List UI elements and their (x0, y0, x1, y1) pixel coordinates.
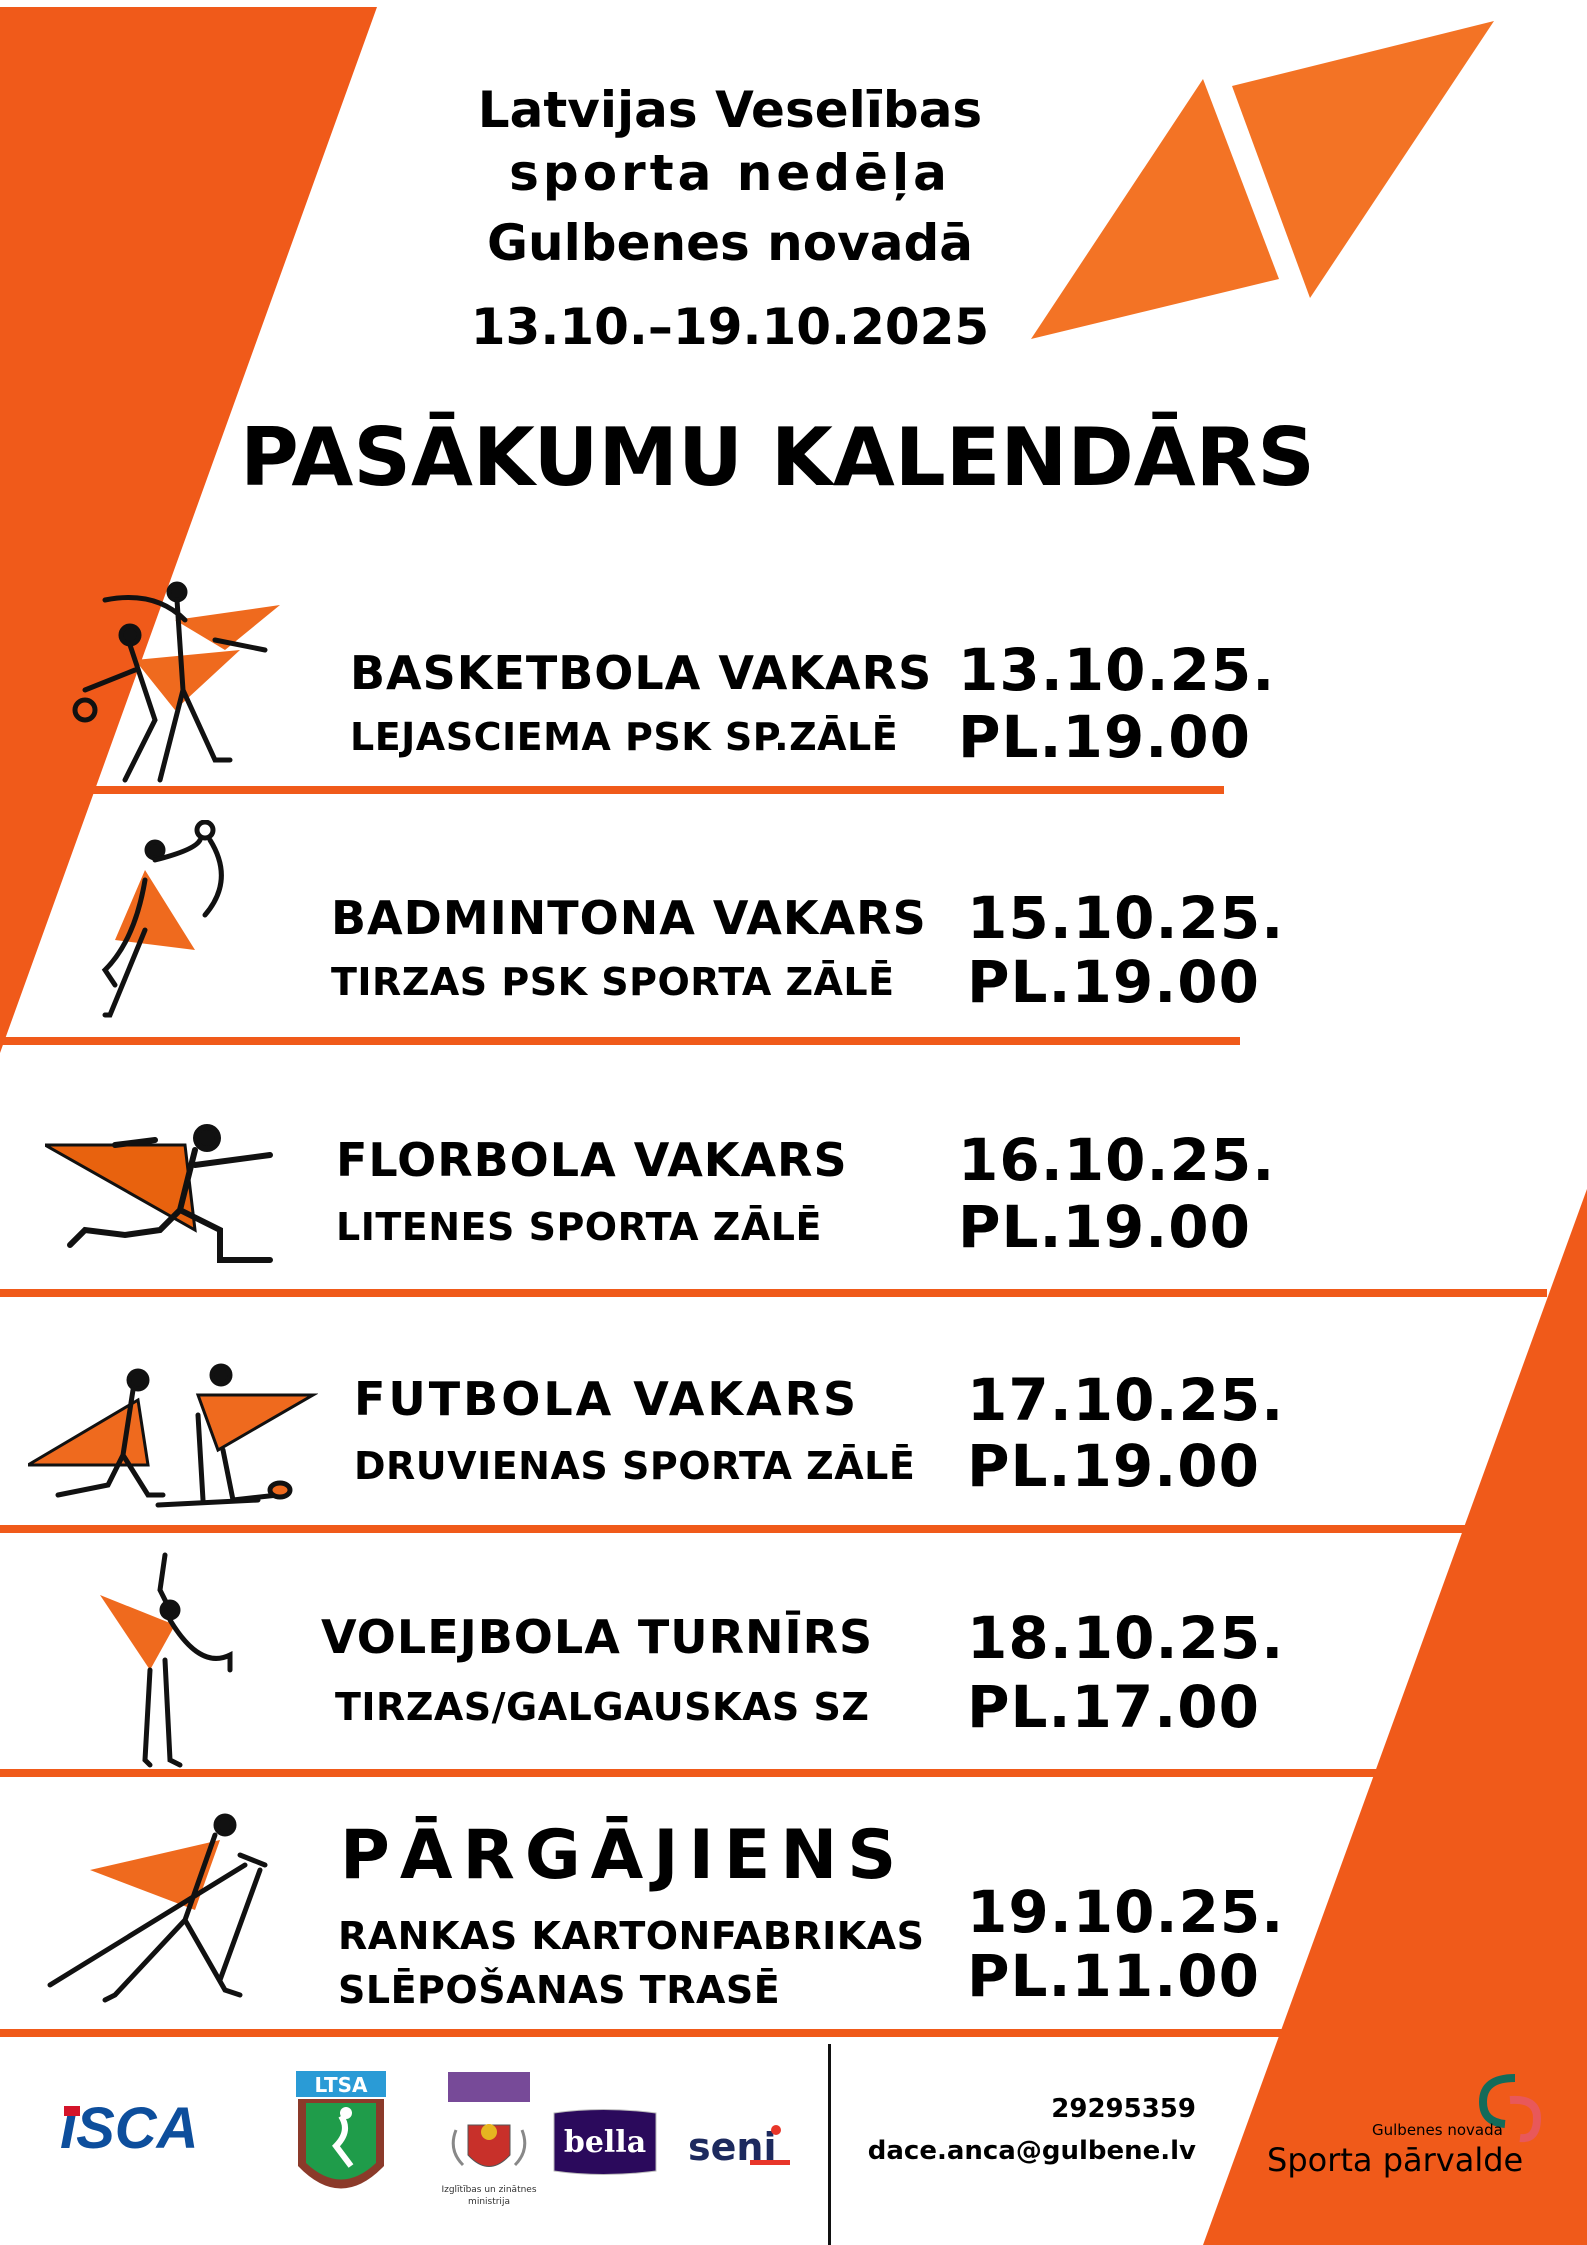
latvian-coat-of-arms-icon (451, 2124, 527, 2167)
event-date: 18.10.25. (967, 1604, 1285, 1672)
event-venue: TIRZAS/GALGAUSKAS SZ (335, 1685, 870, 1729)
organizer-name: Sporta pārvalde (1267, 2141, 1524, 2179)
right-orange-band (1203, 1189, 1587, 2245)
event-venue: LEJASCIEMA PSK SP.ZĀLĒ (350, 715, 899, 759)
event-name: FLORBOLA VAKARS (336, 1133, 848, 1187)
footer-divider (828, 2044, 831, 2245)
event-name: PĀRGĀJIENS (340, 1816, 907, 1895)
title-line-2: sporta nedēļa (509, 144, 951, 202)
ltsa-logo: LTSA (296, 2071, 386, 2189)
divider (0, 786, 1224, 794)
event-time: PL.11.00 (967, 1942, 1260, 2010)
event-time: PL.19.00 (958, 703, 1251, 771)
event-name: BASKETBOLA VAKARS (350, 646, 933, 700)
badminton-player-icon (101, 820, 224, 1018)
football-players-icon (28, 1363, 318, 1508)
divider (0, 1037, 1240, 1045)
isca-logo: ISCA (60, 2100, 199, 2155)
event-time: PL.17.00 (967, 1673, 1260, 1741)
event-date: 19.10.25. (967, 1878, 1285, 1946)
isca-logo-text: ISCA (60, 2100, 199, 2155)
title-line-1: Latvijas Veselības (477, 81, 983, 139)
event-venue: TIRZAS PSK SPORTA ZĀLĒ (331, 960, 895, 1004)
divider (0, 2029, 1587, 2037)
event-name: BADMINTONA VAKARS (331, 891, 927, 945)
arrow-shape-left (1031, 79, 1279, 339)
svg-text:bella: bella (564, 2125, 646, 2160)
event-name: FUTBOLA VAKARS (354, 1372, 860, 1426)
event-venue: LITENES SPORTA ZĀLĒ (336, 1205, 822, 1249)
ministry-name: Izglītības un zinātnes ministrija (441, 2185, 537, 2207)
contact-email[interactable]: dace.anca@gulbene.lv (867, 2136, 1196, 2166)
divider (0, 1525, 1580, 1533)
basketball-players-icon (72, 581, 280, 783)
floorball-player-icon (45, 1124, 273, 1263)
event-date: 15.10.25. (967, 884, 1285, 952)
event-date: 17.10.25. (967, 1366, 1285, 1434)
event-time: PL.19.00 (967, 948, 1260, 1016)
title-line-3: Gulbenes novadā (487, 214, 973, 272)
event-venue-line-2: SLĒPOŠANAS TRASĒ (338, 1968, 781, 2012)
bella-logo: bella (553, 2109, 657, 2175)
event-time: PL.19.00 (967, 1432, 1260, 1500)
organizer-small: Gulbenes novada (1372, 2121, 1503, 2139)
event-date: 13.10.25. (958, 636, 1276, 704)
event-dates: 13.10.–19.10.2025 (470, 298, 990, 356)
divider (0, 1289, 1547, 1297)
event-venue-line-1: RANKAS KARTONFABRIKAS (338, 1914, 925, 1958)
calendar-title: PASĀKUMU KALENDĀRS (240, 411, 1315, 504)
event-date: 16.10.25. (958, 1126, 1276, 1194)
seni-logo: seni (688, 2125, 790, 2169)
divider (0, 1769, 1587, 1777)
volleyball-player-icon (100, 1552, 233, 1768)
nordic-walker-icon (47, 1813, 268, 2003)
ministry-color-bar (448, 2072, 530, 2102)
event-venue: DRUVIENAS SPORTA ZĀLĒ (354, 1444, 916, 1488)
svg-text:LTSA: LTSA (315, 2073, 368, 2097)
sporta-parvalde-logo-mark (1478, 2074, 1542, 2143)
event-time: PL.19.00 (958, 1193, 1251, 1261)
arrow-shape-right (1232, 21, 1494, 298)
contact-phone: 29295359 (1051, 2094, 1196, 2124)
event-name: VOLEJBOLA TURNĪRS (321, 1610, 874, 1664)
